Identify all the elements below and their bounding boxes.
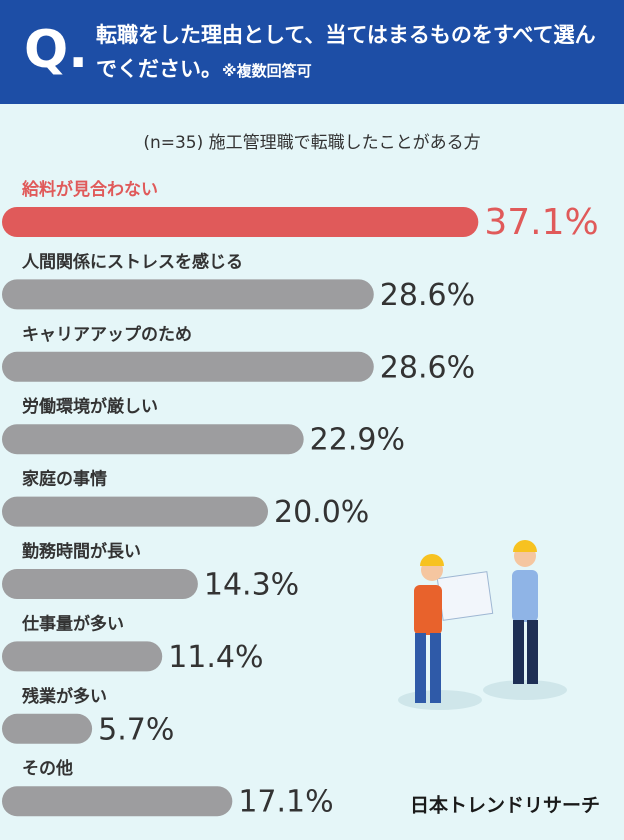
- question-mark: Q.: [24, 20, 88, 80]
- question: 転職をした理由として、当てはまるものをすべて選んでください。※複数回答可: [96, 18, 601, 88]
- bar: [2, 207, 479, 237]
- value-label: 37.1%: [484, 202, 598, 243]
- bar: [2, 569, 198, 599]
- bar: [2, 786, 233, 817]
- category-label: キャリアアップのため: [22, 324, 192, 345]
- value-label: 14.3%: [204, 568, 299, 603]
- bar: [2, 641, 163, 672]
- category-label: 家庭の事情: [22, 469, 107, 490]
- category-label: 労働環境が厳しい: [22, 396, 158, 417]
- category-label: 給料が見合わない: [21, 179, 158, 200]
- value-label: 28.6%: [380, 278, 475, 313]
- question-title: 転職をした理由として、当てはまるものをすべて選んでください。: [96, 23, 596, 81]
- category-label: 仕事量が多い: [21, 613, 124, 634]
- category-label: 人間関係にストレスを感じる: [21, 251, 243, 272]
- chart-subtitle: (n=35) 施工管理職で転職したことがある方: [143, 133, 480, 153]
- bar: [2, 351, 374, 382]
- brand-logo: 日本トレンドリサーチ: [410, 794, 600, 817]
- value-label: 17.1%: [238, 785, 333, 820]
- value-label: 11.4%: [168, 640, 263, 675]
- bar: [2, 279, 374, 310]
- value-label: 28.6%: [380, 350, 475, 385]
- bar: [2, 713, 93, 744]
- header: Q. 転職をした理由として、当てはまるものをすべて選んでください。※複数回答可: [0, 0, 624, 104]
- illustration: [398, 540, 567, 710]
- category-label: 残業が多い: [21, 686, 107, 707]
- value-label: 5.7%: [98, 712, 174, 747]
- value-label: 22.9%: [310, 423, 405, 458]
- value-label: 20.0%: [274, 495, 369, 530]
- category-label: その他: [22, 758, 73, 779]
- question-note: ※複数回答可: [222, 62, 312, 80]
- bar: [2, 424, 304, 455]
- category-label: 勤務時間が長い: [22, 541, 141, 562]
- bar: [2, 496, 268, 527]
